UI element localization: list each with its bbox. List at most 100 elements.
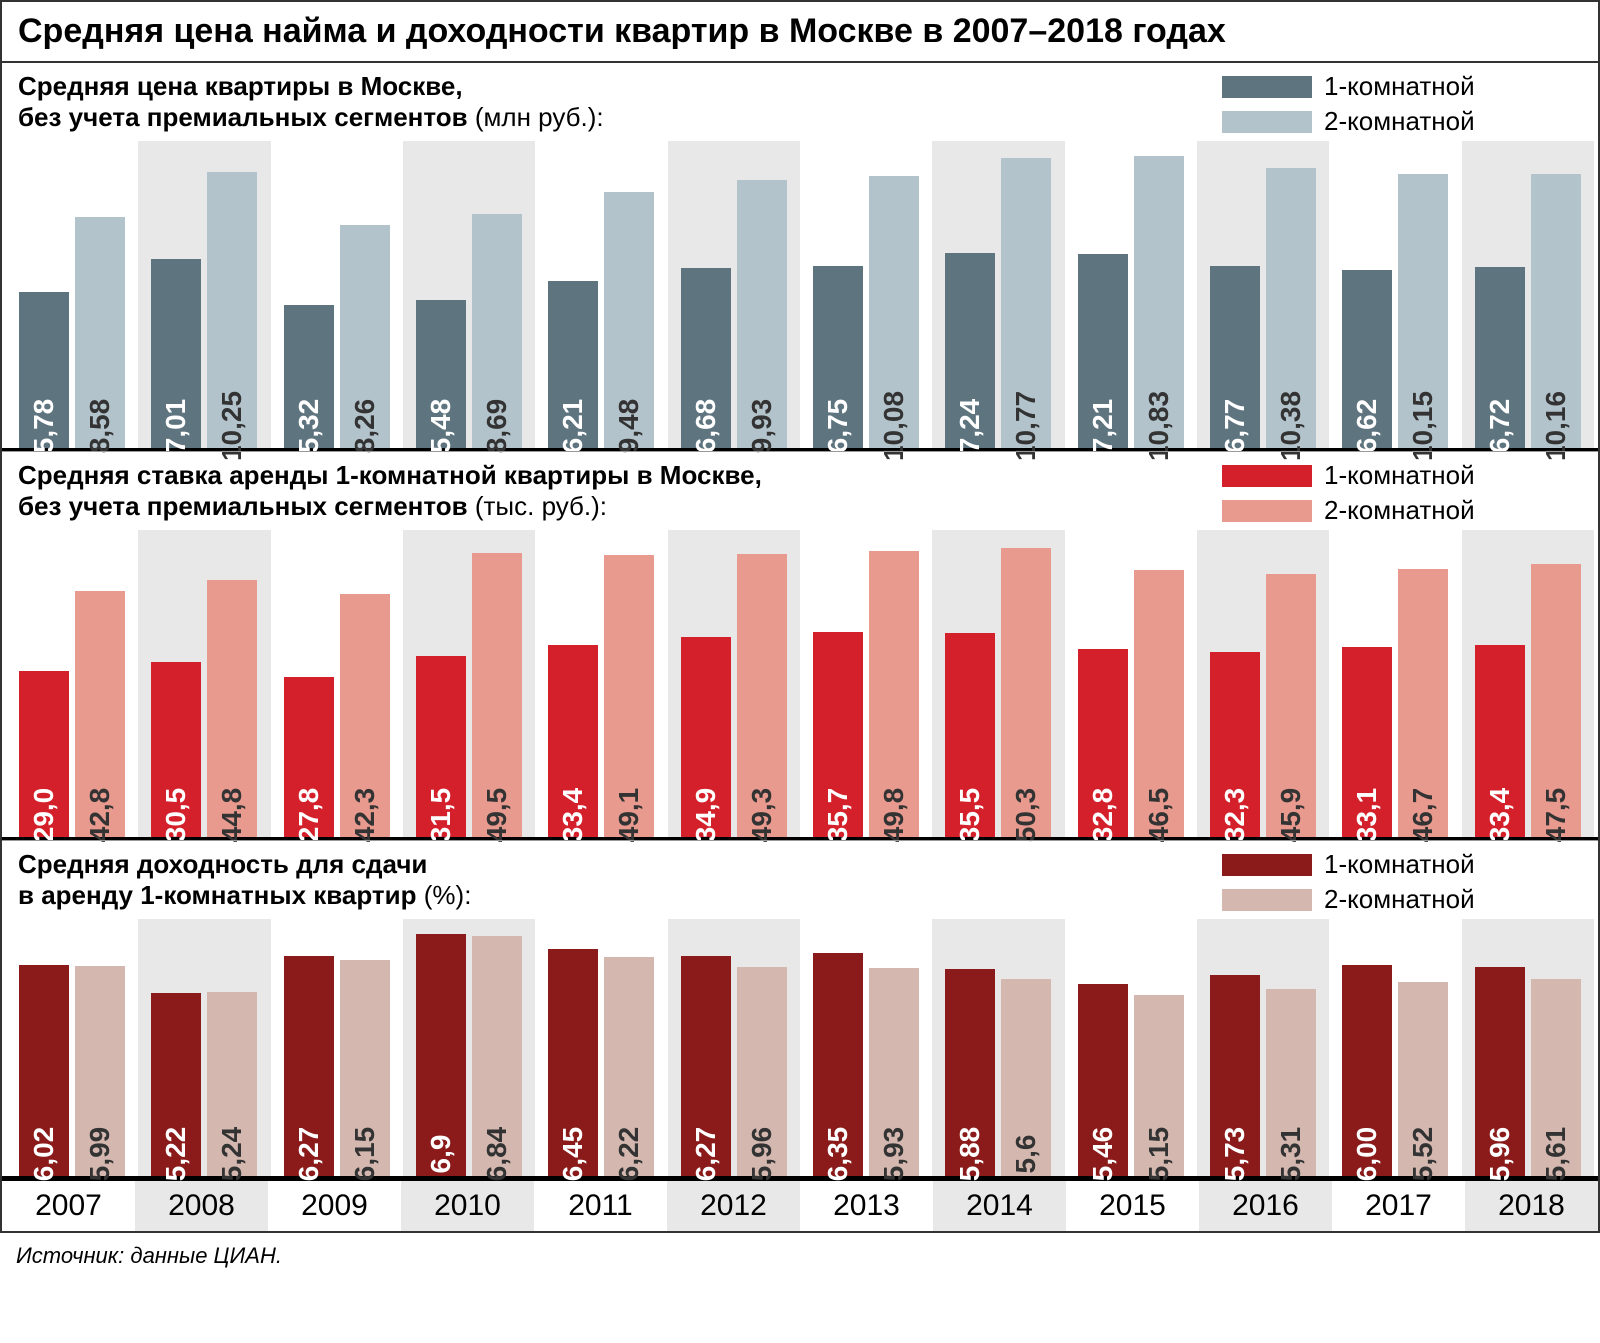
bar-series1: 33,4 [548,645,598,837]
bar-label: 5,24 [216,1127,248,1182]
chart1-header: Средняя цена квартиры в Москве, без учет… [2,63,1598,141]
bar-series2: 9,93 [737,180,787,448]
bar-label: 47,5 [1540,788,1572,843]
year-group: 6,355,93 [800,919,932,1176]
year-group: 6,7710,38 [1197,141,1329,448]
years-row: 2007200820092010201120122013201420152016… [2,1179,1598,1231]
year-group: 32,345,9 [1197,530,1329,837]
bar-series2: 5,96 [737,967,787,1176]
bar-series1: 33,1 [1342,647,1392,837]
bar-label: 6,84 [481,1127,513,1182]
bar-label: 50,3 [1010,788,1042,843]
bar-series2: 10,83 [1134,156,1184,448]
bar-label: 7,21 [1087,399,1119,454]
year-cell: 2008 [135,1181,268,1231]
chart1-swatch-1 [1222,76,1312,98]
bar-label: 5,93 [878,1127,910,1182]
bar-label: 6,22 [613,1127,645,1182]
year-group: 7,0110,25 [138,141,270,448]
bar-label: 29,0 [28,788,60,843]
bar-label: 5,96 [1484,1127,1516,1182]
bar-label: 8,69 [481,399,513,454]
year-group: 33,447,5 [1462,530,1594,837]
chart3-swatch-2 [1222,889,1312,911]
chart3-area: 6,025,995,225,246,276,156,96,846,456,226… [2,919,1598,1179]
bar-label: 5,99 [84,1127,116,1182]
bar-series2: 5,6 [1001,979,1051,1176]
chart2-title-light1: без учета премиальных сегментов [18,491,468,521]
bar-series1: 6,35 [813,953,863,1176]
bar-series1: 6,9 [416,934,466,1176]
bar-label: 6,75 [822,399,854,454]
chart1-area: 5,788,58 7,0110,25 5,32 8,26 5,488,69 6,21 9,4… [2,141,1598,451]
year-cell: 2015 [1066,1181,1199,1231]
year-group: 5,488,69 [403,141,535,448]
year-group: 6,276,15 [271,919,403,1176]
bar-label: 6,77 [1219,399,1251,454]
chart1-legend-label-1: 1-комнатной [1324,71,1475,102]
chart3-legend-label-2: 2-комнатной [1324,884,1475,915]
year-cell: 2017 [1332,1181,1465,1231]
bar-series2: 8,58 [75,217,125,448]
bar-series1: 32,3 [1210,652,1260,837]
bar-series1: 5,88 [945,969,995,1176]
bar-series2: 10,38 [1266,168,1316,448]
year-group: 6,025,99 [6,919,138,1176]
bar-series1: 6,02 [19,965,69,1177]
bar-label: 5,31 [1275,1127,1307,1182]
bar-label: 49,1 [613,788,645,843]
chart2-header: Средняя ставка аренды 1-комнатной кварти… [2,452,1598,530]
chart3-legend: 1-комнатной 2-комнатной [1222,849,1582,915]
year-cell: 2009 [268,1181,401,1231]
bar-series2: 42,3 [340,594,390,837]
bar-series2: 5,61 [1531,979,1581,1176]
chart1-legend-row-2: 2-комнатной [1222,106,1502,137]
bar-label: 6,45 [557,1127,589,1182]
bar-series2: 6,15 [340,960,390,1176]
bar-series1: 6,27 [681,956,731,1176]
year-group: 6,456,22 [535,919,667,1176]
year-group: 6,7510,08 [800,141,932,448]
bar-label: 6,21 [557,399,589,454]
chart3-title: Средняя доходность для сдачи в аренду 1-… [18,849,1222,911]
bar-series1: 35,5 [945,633,995,837]
year-group: 5,225,24 [138,919,270,1176]
chart3-legend-row-2: 2-комнатной [1222,884,1502,915]
bar-label: 6,27 [293,1127,325,1182]
chart1-title-light2: (млн руб.): [468,102,604,132]
bar-label: 5,61 [1540,1127,1572,1182]
bar-series1: 6,62 [1342,270,1392,448]
year-group: 6,6210,15 [1329,141,1461,448]
bar-label: 5,52 [1407,1127,1439,1182]
bar-label: 8,26 [349,399,381,454]
bar-series1: 5,78 [19,292,69,448]
bar-label: 6,9 [425,1135,457,1174]
chart2-area: 29,042,830,544,827,842,331,549,533,449,1… [2,530,1598,840]
bar-series1: 34,9 [681,637,731,837]
year-group: 6,689,93 [668,141,800,448]
chart3-header: Средняя доходность для сдачи в аренду 1-… [2,841,1598,919]
year-group: 7,2110,83 [1065,141,1197,448]
bar-series1: 5,32 [284,305,334,448]
year-group: 31,549,5 [403,530,535,837]
year-group: 33,146,7 [1329,530,1461,837]
chart2-legend-label-2: 2-комнатной [1324,495,1475,526]
bar-label: 27,8 [293,788,325,843]
bar-label: 9,93 [746,399,778,454]
chart2-legend-label-1: 1-комнатной [1324,460,1475,491]
chart2-title-bold: Средняя ставка аренды 1-комнатной кварти… [18,460,762,490]
bar-series1: 6,00 [1342,965,1392,1176]
bar-label: 49,3 [746,788,778,843]
bar-series2: 49,5 [472,553,522,837]
bar-label: 49,5 [481,788,513,843]
year-group: 7,2410,77 [932,141,1064,448]
chart3-legend-label-1: 1-комнатной [1324,849,1475,880]
bar-label: 6,27 [690,1127,722,1182]
bar-series2: 10,77 [1001,158,1051,448]
bar-label: 30,5 [160,788,192,843]
bar-label: 45,9 [1275,788,1307,843]
bar-series1: 33,4 [1475,645,1525,837]
year-group: 27,842,3 [271,530,403,837]
bar-series2: 9,48 [604,192,654,448]
bar-series1: 30,5 [151,662,201,837]
